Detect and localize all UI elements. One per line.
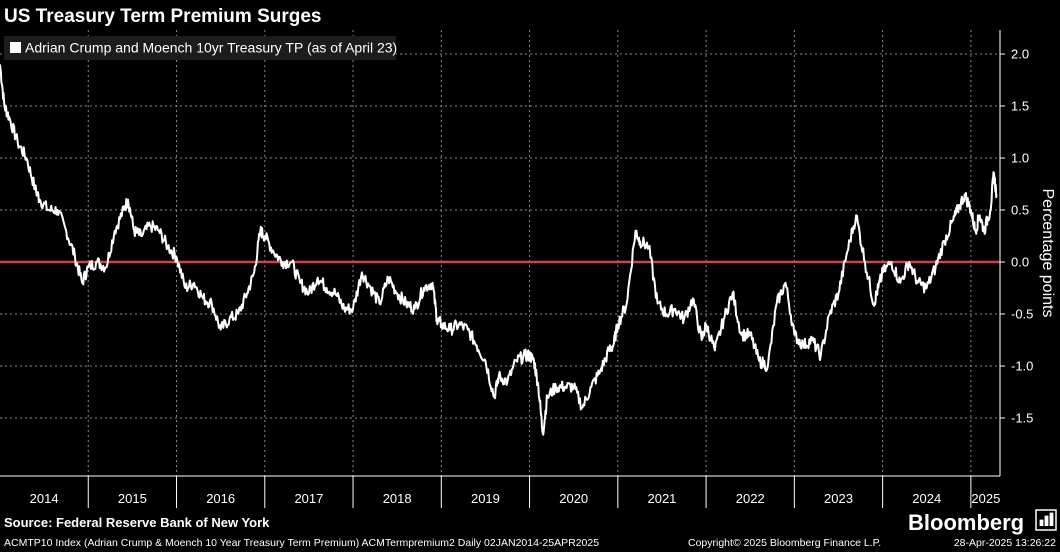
y-tick-label: 0.0 xyxy=(1011,255,1029,270)
copyright: Copyright© 2025 Bloomberg Finance L.P. xyxy=(688,537,881,549)
series-group xyxy=(0,64,998,436)
y-tick-label: -0.5 xyxy=(1011,307,1033,322)
x-tick-label: 2015 xyxy=(118,491,147,506)
y-tick-label: 0.5 xyxy=(1011,203,1029,218)
index-info: ACMTP10 Index (Adrian Crump & Moench 10 … xyxy=(4,537,599,549)
x-tick-label: 2023 xyxy=(824,491,853,506)
x-tick-label: 2024 xyxy=(912,491,941,506)
y-tick-label: 2.0 xyxy=(1011,47,1029,62)
legend-background xyxy=(4,36,396,60)
y-axis-label: Percentage points xyxy=(1039,189,1056,318)
series-line-term-premium xyxy=(0,64,998,436)
bloomberg-terminal-icon xyxy=(1035,509,1057,531)
legend: Adrian Crump and Moench 10yr Treasury TP… xyxy=(4,36,397,60)
timestamp: 28-Apr-2025 13:26:22 xyxy=(954,537,1056,549)
x-tick-label: 2020 xyxy=(559,491,588,506)
x-tick-label: 2018 xyxy=(383,491,412,506)
y-tick-label: 1.0 xyxy=(1011,151,1029,166)
y-tick-label: 1.5 xyxy=(1011,99,1029,114)
legend-entry: Adrian Crump and Moench 10yr Treasury TP… xyxy=(25,40,397,56)
x-tick-label: 2022 xyxy=(736,491,765,506)
bloomberg-logo: Bloomberg xyxy=(908,510,1024,535)
x-tick-label: 2021 xyxy=(647,491,676,506)
x-tick-label: 2019 xyxy=(471,491,500,506)
x-axis-ticks: 2014 2015 2016 2017 2018 2019 2020 2021 2022 2023… xyxy=(30,476,1000,508)
source-note: Source: Federal Reserve Bank of New York xyxy=(4,515,270,530)
y-tick-label: -1.5 xyxy=(1011,411,1033,426)
y-tick-label: -1.0 xyxy=(1011,359,1033,374)
chart-title: US Treasury Term Premium Surges xyxy=(4,6,322,27)
x-tick-label: 2014 xyxy=(30,491,59,506)
x-tick-label: 2025 xyxy=(971,491,1000,506)
x-tick-label: 2017 xyxy=(294,491,323,506)
y-axis-ticks: 2.0 1.5 1.0 0.5 0.0 -0.5 -1.0 -1.5 xyxy=(1000,47,1033,426)
x-tick-label: 2016 xyxy=(206,491,235,506)
legend-swatch xyxy=(10,42,21,53)
